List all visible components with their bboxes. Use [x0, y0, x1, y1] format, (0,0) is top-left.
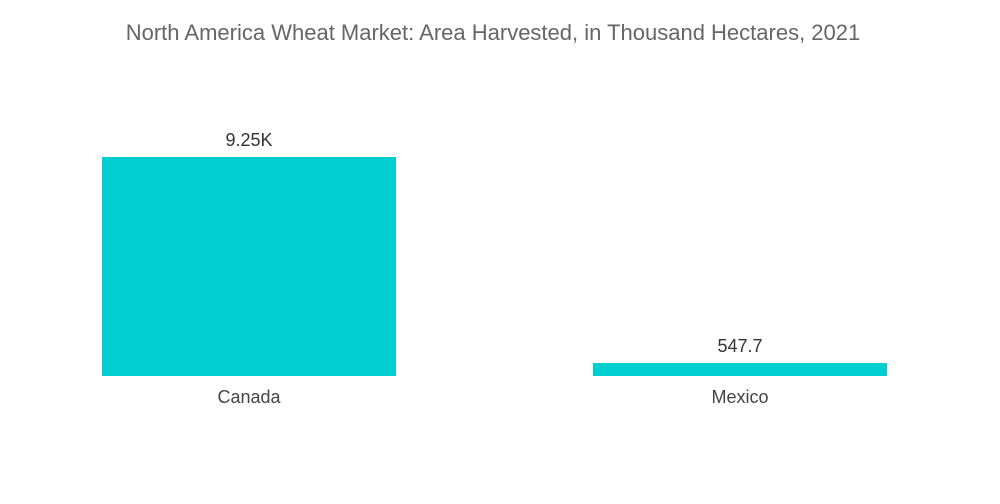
bars-group: 9.25K Canada 547.7 Mexico: [102, 130, 887, 407]
bar-mexico: [593, 363, 887, 376]
chart-title: North America Wheat Market: Area Harvest…: [126, 20, 861, 45]
category-label-mexico: Mexico: [711, 387, 768, 407]
bar-canada: [102, 157, 396, 376]
category-label-canada: Canada: [217, 387, 281, 407]
value-label-mexico: 547.7: [717, 336, 762, 356]
value-label-canada: 9.25K: [225, 130, 272, 150]
